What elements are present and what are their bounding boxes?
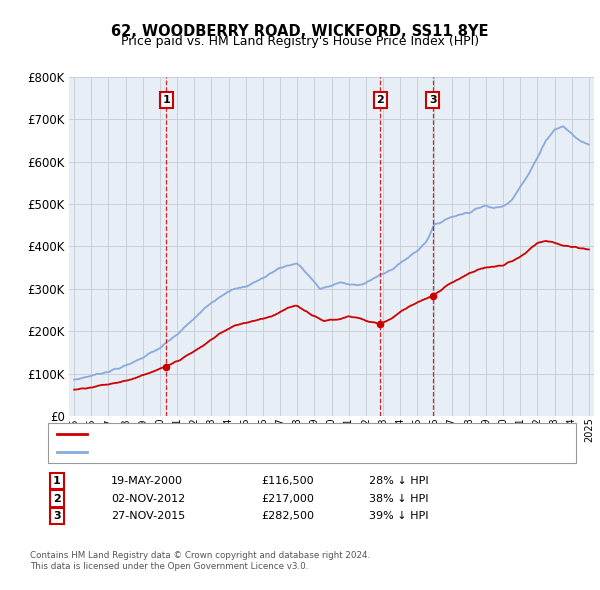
Text: 62, WOODBERRY ROAD, WICKFORD, SS11 8YE (detached house): 62, WOODBERRY ROAD, WICKFORD, SS11 8YE (…: [93, 430, 428, 440]
Text: 62, WOODBERRY ROAD, WICKFORD, SS11 8YE: 62, WOODBERRY ROAD, WICKFORD, SS11 8YE: [111, 24, 489, 38]
Text: 3: 3: [53, 512, 61, 521]
Text: This data is licensed under the Open Government Licence v3.0.: This data is licensed under the Open Gov…: [30, 562, 308, 571]
Text: 39% ↓ HPI: 39% ↓ HPI: [369, 512, 428, 521]
Text: £282,500: £282,500: [261, 512, 314, 521]
Text: £116,500: £116,500: [261, 476, 314, 486]
Text: 1: 1: [53, 476, 61, 486]
Text: 27-NOV-2015: 27-NOV-2015: [111, 512, 185, 521]
Text: 3: 3: [429, 95, 437, 105]
Text: £217,000: £217,000: [261, 494, 314, 503]
Text: HPI: Average price, detached house, Basildon: HPI: Average price, detached house, Basi…: [93, 447, 331, 457]
Text: 19-MAY-2000: 19-MAY-2000: [111, 476, 183, 486]
Text: 2: 2: [53, 494, 61, 503]
Text: 28% ↓ HPI: 28% ↓ HPI: [369, 476, 428, 486]
Text: 02-NOV-2012: 02-NOV-2012: [111, 494, 185, 503]
Text: 2: 2: [376, 95, 384, 105]
Text: Contains HM Land Registry data © Crown copyright and database right 2024.: Contains HM Land Registry data © Crown c…: [30, 551, 370, 560]
Text: 38% ↓ HPI: 38% ↓ HPI: [369, 494, 428, 503]
Text: Price paid vs. HM Land Registry's House Price Index (HPI): Price paid vs. HM Land Registry's House …: [121, 35, 479, 48]
Text: 1: 1: [163, 95, 170, 105]
